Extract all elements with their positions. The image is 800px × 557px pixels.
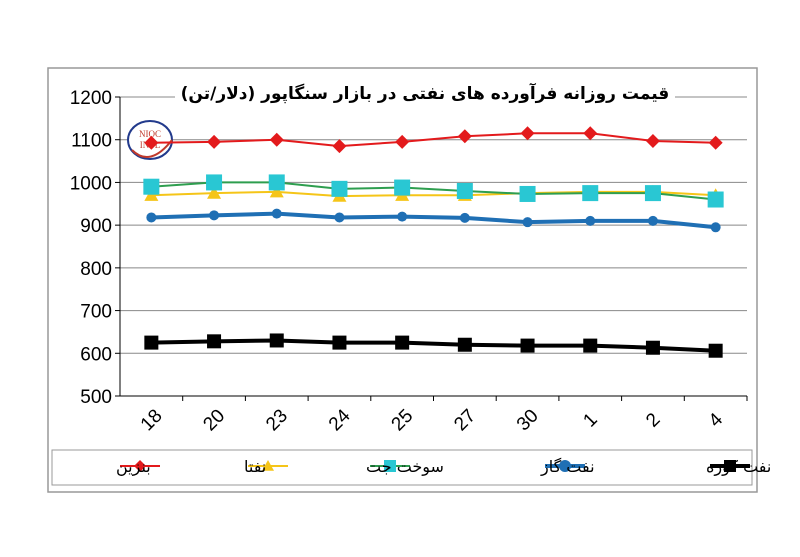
series-line-2: [151, 181, 716, 201]
series-line-0: [151, 132, 716, 148]
data-point: [457, 129, 472, 144]
data-point: [144, 335, 159, 350]
data-point: [457, 337, 472, 352]
chart-title: قیمت روزانه فرآورده های نفتی در بازار سن…: [181, 82, 670, 104]
data-point: [271, 208, 282, 219]
data-point: [268, 174, 285, 191]
data-point: [143, 178, 160, 195]
y-tick-label: 900: [80, 216, 112, 237]
data-point: [207, 334, 222, 349]
data-point: [395, 335, 410, 350]
data-point: [207, 186, 222, 199]
y-tick-label: 1100: [71, 131, 112, 152]
legend-marker: [384, 460, 396, 472]
y-tick-label: 1200: [70, 88, 112, 109]
y-tick-label: 600: [80, 344, 112, 365]
data-point: [459, 212, 470, 223]
data-point: [708, 135, 723, 150]
data-point: [269, 184, 284, 198]
data-point: [394, 179, 411, 196]
data-point: [456, 182, 473, 199]
series-line-4: [151, 338, 716, 353]
data-point: [334, 212, 345, 223]
data-point: [144, 135, 159, 150]
data-point: [522, 217, 533, 228]
legend-marker: [262, 460, 274, 471]
legend-label: بنزین: [116, 457, 151, 477]
legend-marker: [134, 460, 146, 472]
data-point: [519, 185, 536, 202]
data-point: [146, 212, 157, 223]
svg-text:NIOC: NIOC: [139, 129, 161, 139]
legend-label: سوخت جت: [366, 457, 444, 477]
data-point: [269, 132, 284, 147]
data-point: [707, 191, 724, 208]
y-tick-label: 500: [80, 387, 112, 408]
legend-marker: [559, 460, 571, 472]
legend-marker: [724, 460, 736, 472]
data-point: [582, 185, 599, 202]
data-point: [209, 210, 220, 221]
data-point: [395, 134, 410, 149]
legend-label: نفت گاز: [540, 457, 595, 477]
data-point: [708, 343, 723, 358]
data-point: [331, 180, 348, 197]
series-line-1: [151, 190, 716, 198]
legend: [51, 449, 753, 486]
data-point: [585, 215, 596, 226]
data-point: [710, 222, 721, 233]
data-point: [269, 333, 284, 348]
data-point: [583, 126, 598, 141]
y-tick-label: 1000: [70, 173, 112, 194]
data-point: [520, 338, 535, 353]
series-line-3: [151, 211, 716, 230]
legend-label: نفتا: [244, 457, 266, 476]
data-point: [206, 174, 223, 191]
data-point: [332, 139, 347, 154]
data-point: [645, 133, 660, 148]
data-point: [645, 340, 660, 355]
data-point: [207, 134, 222, 149]
data-point: [583, 338, 598, 353]
data-point: [644, 185, 661, 202]
data-point: [397, 211, 408, 222]
y-tick-label: 800: [80, 259, 112, 280]
legend-label: نفت کوره: [706, 457, 771, 477]
data-point: [332, 335, 347, 350]
data-point: [520, 126, 535, 141]
y-tick-label: 700: [80, 302, 112, 323]
data-point: [647, 215, 658, 226]
